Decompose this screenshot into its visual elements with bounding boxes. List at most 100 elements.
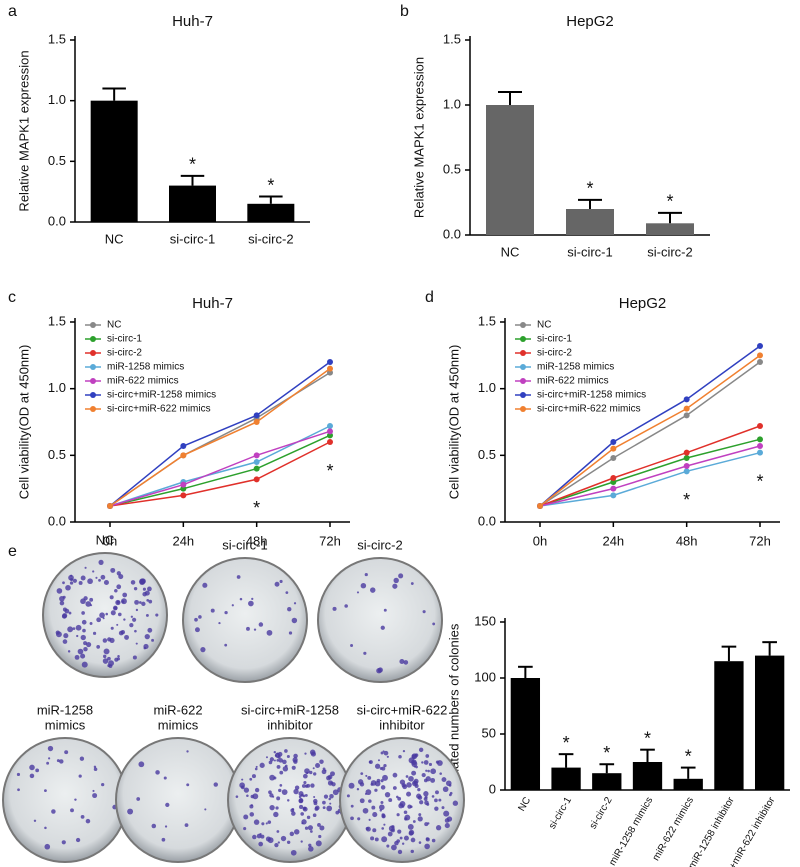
colony bbox=[75, 624, 82, 631]
colony bbox=[403, 835, 409, 841]
legend-marker bbox=[90, 350, 96, 356]
bar bbox=[592, 773, 622, 790]
colony bbox=[62, 607, 67, 612]
colony bbox=[85, 601, 92, 607]
colony bbox=[364, 792, 368, 795]
data-point bbox=[683, 412, 690, 419]
colony bbox=[161, 837, 166, 842]
legend-marker bbox=[90, 406, 96, 412]
colony bbox=[399, 658, 405, 665]
colony bbox=[253, 628, 257, 631]
colony bbox=[350, 643, 354, 647]
colony bbox=[418, 747, 424, 753]
colony bbox=[414, 753, 417, 756]
colony bbox=[64, 750, 69, 755]
series-line bbox=[109, 368, 331, 507]
data-point bbox=[253, 452, 260, 459]
colony bbox=[78, 580, 83, 585]
plate-label: si-circ-2 bbox=[357, 537, 403, 552]
colony bbox=[357, 817, 361, 821]
colony bbox=[425, 769, 428, 772]
legend-label: miR-622 mimics bbox=[107, 376, 179, 387]
colony bbox=[256, 833, 262, 839]
y-tick-label: 0.5 bbox=[478, 447, 496, 462]
colony bbox=[298, 795, 302, 799]
legend-label: NC bbox=[107, 320, 121, 331]
colony bbox=[267, 820, 272, 824]
colony bbox=[313, 796, 316, 799]
colony bbox=[254, 767, 258, 771]
colony bbox=[273, 759, 276, 762]
colony bbox=[269, 793, 274, 798]
data-point bbox=[757, 359, 763, 365]
colony bbox=[81, 619, 87, 625]
colony bbox=[329, 802, 332, 805]
colony bbox=[388, 798, 393, 802]
colony bbox=[142, 587, 146, 591]
colony bbox=[434, 806, 439, 811]
colony bbox=[408, 775, 414, 782]
colony bbox=[397, 796, 402, 801]
colony bbox=[323, 794, 329, 799]
data-point bbox=[757, 343, 763, 349]
colony bbox=[83, 646, 88, 652]
colony bbox=[274, 581, 280, 587]
x-tick-label: si-circ-2 bbox=[647, 244, 693, 259]
colony bbox=[80, 575, 86, 581]
x-tick-label: 0h bbox=[533, 533, 547, 548]
colony bbox=[276, 758, 280, 762]
y-tick-label: 1.5 bbox=[48, 313, 66, 328]
colony-plate bbox=[317, 557, 443, 683]
colony bbox=[328, 797, 331, 801]
colony bbox=[310, 783, 315, 788]
colony bbox=[426, 802, 430, 806]
y-tick-label: 0.0 bbox=[443, 226, 461, 241]
colony bbox=[443, 810, 450, 817]
colony bbox=[317, 823, 321, 827]
colony bbox=[418, 841, 422, 844]
colony bbox=[102, 617, 105, 620]
x-tick-label: 72h bbox=[319, 533, 341, 548]
colony bbox=[302, 806, 307, 811]
colony bbox=[301, 784, 306, 788]
colony bbox=[439, 772, 442, 775]
colony bbox=[379, 804, 385, 811]
y-tick-label: 0.5 bbox=[48, 153, 66, 168]
colony bbox=[312, 767, 315, 770]
colony bbox=[284, 764, 288, 768]
legend-marker bbox=[520, 392, 526, 398]
colony bbox=[300, 840, 303, 843]
colony bbox=[371, 805, 376, 810]
colony bbox=[403, 810, 408, 815]
plate-label: inhibitor bbox=[379, 717, 425, 732]
colony bbox=[303, 781, 307, 785]
colony bbox=[74, 654, 80, 660]
colony bbox=[246, 794, 249, 798]
colony bbox=[392, 786, 397, 790]
colony bbox=[249, 777, 253, 781]
colony bbox=[430, 768, 437, 775]
colony bbox=[393, 577, 399, 584]
colony bbox=[273, 811, 279, 818]
colony bbox=[362, 807, 369, 814]
significance-mark: * bbox=[189, 155, 196, 175]
colony bbox=[59, 600, 65, 606]
x-tick-label: si-circ-2 bbox=[588, 795, 615, 831]
data-point bbox=[757, 443, 763, 449]
colony bbox=[273, 750, 276, 754]
colony bbox=[346, 794, 350, 798]
colony bbox=[235, 795, 239, 798]
colony bbox=[241, 778, 244, 781]
colony bbox=[246, 626, 250, 631]
panel-label: a bbox=[8, 3, 17, 20]
colony bbox=[304, 793, 308, 797]
colony bbox=[406, 791, 412, 797]
colony bbox=[165, 802, 170, 807]
colony bbox=[236, 575, 241, 579]
colony bbox=[204, 808, 207, 811]
data-point bbox=[610, 485, 617, 492]
plate-label: si-circ+miR-1258 bbox=[241, 702, 339, 717]
x-tick-label: NC bbox=[516, 795, 533, 813]
colony bbox=[290, 849, 297, 856]
colony bbox=[310, 830, 313, 833]
